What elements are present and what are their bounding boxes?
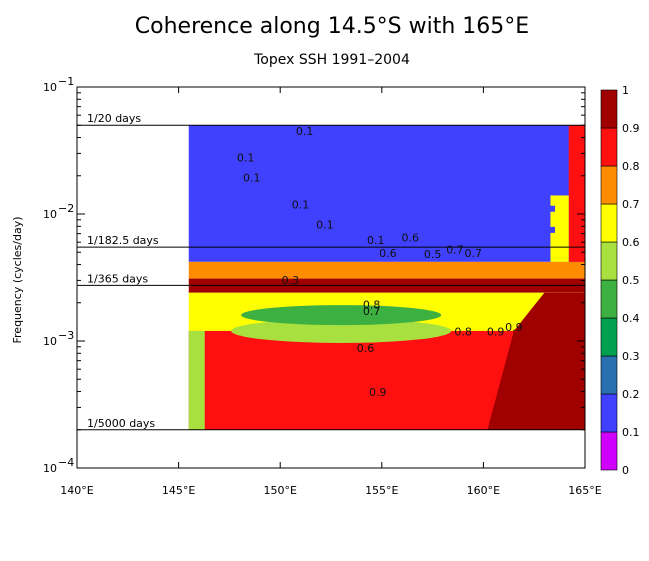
contour-label-9: 0.7 — [464, 247, 482, 260]
field-streak-2 — [198, 205, 555, 212]
period-lines: 1/20 days 1/182.5 days 1/365 days 1/5000 da… — [77, 112, 585, 431]
field-high-wedge — [487, 292, 585, 430]
colorbar-swatch-8 — [600, 127, 618, 167]
contour-label-8: 0.5 — [424, 248, 442, 261]
colorbar-label-5: 0.5 — [622, 274, 640, 287]
contour-label-18: 0.3 — [282, 274, 300, 287]
contour-label-16: 0.6 — [357, 342, 375, 355]
chart-subtitle: Topex SSH 1991–2004 — [253, 52, 410, 68]
contour-label-15: 0.9 — [505, 321, 523, 334]
field-right-edge — [568, 125, 585, 262]
colorbar-swatch-5 — [600, 241, 618, 281]
x-axis-ticks: 140°E 145°E 150°E 155°E 160°E 165°E — [60, 87, 602, 497]
colorbar-swatch-0 — [600, 431, 618, 471]
contour-label-6: 0.7 — [446, 243, 464, 256]
colorbar-label-2: 0.2 — [622, 388, 640, 401]
colorbar-label-4: 0.4 — [622, 312, 640, 325]
y-tick-label-2: 10 — [43, 335, 57, 348]
contour-label-0: 0.1 — [296, 125, 314, 138]
colorbar-label-9: 0.9 — [622, 122, 640, 135]
field-streak-3 — [198, 226, 555, 233]
period-label-2: 1/365 days — [87, 272, 148, 285]
contour-label-13: 0.8 — [454, 326, 472, 339]
field-streak-0 — [198, 146, 555, 153]
colorbar-swatch-6 — [600, 203, 618, 243]
plot-frame — [76, 86, 586, 469]
field-blob-08 — [293, 374, 369, 423]
colorbar-label-6: 0.6 — [622, 236, 640, 249]
x-tick-label-2: 150°E — [263, 484, 296, 497]
colorbar-swatch-9 — [600, 89, 618, 129]
contour-label-3: 0.1 — [292, 199, 310, 212]
contour-labels: 0.10.10.10.10.10.10.70.6 0.5 0.70.60.80.70… — [237, 125, 523, 399]
field-band-05 — [231, 318, 452, 343]
x-tick-label-1: 145°E — [162, 484, 195, 497]
period-label-1: 1/182.5 days — [87, 234, 159, 247]
field-band-04 — [241, 305, 442, 326]
coherence-field — [188, 125, 585, 430]
x-tick-label-5: 165°E — [568, 484, 601, 497]
contour-label-11: 0.8 — [363, 299, 381, 312]
field-right-edge-b — [550, 195, 569, 262]
x-tick-label-4: 160°E — [467, 484, 500, 497]
colorbar-swatch-7 — [600, 165, 618, 205]
field-band-1 — [188, 261, 585, 279]
period-label-3: 1/5000 days — [87, 417, 155, 430]
colorbar-label-0: 0 — [622, 464, 629, 477]
contour-label-1: 0.1 — [237, 151, 255, 164]
y-tick-exponent-0: −1 — [58, 75, 74, 88]
colorbar-label-7: 0.7 — [622, 198, 640, 211]
contour-label-7: 0.6 — [379, 247, 397, 260]
y-tick-label-1: 10 — [43, 208, 57, 221]
field-streak-1 — [198, 172, 555, 179]
colorbar-label-10: 1 — [622, 84, 629, 97]
contour-label-2: 0.1 — [243, 172, 261, 185]
colorbar-label-1: 0.1 — [622, 426, 640, 439]
colorbar-label-3: 0.3 — [622, 350, 640, 363]
y-tick-exponent-2: −3 — [58, 329, 74, 342]
contour-label-5: 0.1 — [367, 234, 385, 247]
y-axis-label: Frequency (cycles/day) — [11, 216, 24, 343]
y-tick-exponent-3: −4 — [58, 456, 74, 469]
y-tick-label-0: 10 — [43, 81, 57, 94]
colorbar-swatch-3 — [600, 317, 618, 357]
y-tick-exponent-1: −2 — [58, 202, 74, 215]
contour-label-4: 0.1 — [316, 218, 334, 231]
colorbar-label-8: 0.8 — [622, 160, 640, 173]
x-tick-label-3: 155°E — [365, 484, 398, 497]
y-tick-label-3: 10 — [43, 462, 57, 475]
contour-label-14: 0.9 — [487, 326, 505, 339]
period-label-0: 1/20 days — [87, 112, 141, 125]
field-left-strip — [188, 330, 205, 430]
x-tick-label-0: 140°E — [60, 484, 93, 497]
colorbar: 0 0.1 0.2 0.3 0.4 0.5 0.6 0.7 0.8 0.9 1 — [600, 84, 640, 477]
contour-label-10: 0.6 — [401, 231, 419, 244]
colorbar-swatch-2 — [600, 355, 618, 395]
contour-label-17: 0.9 — [369, 386, 387, 399]
chart-title: Coherence along 14.5°S with 165°E — [135, 14, 529, 39]
field-blob-08b — [428, 339, 477, 420]
colorbar-swatch-1 — [600, 393, 618, 433]
colorbar-swatch-4 — [600, 279, 618, 319]
y-axis-ticks: 10−110−210−310−4 — [43, 75, 585, 475]
contour-label-12: 0.7 — [363, 305, 381, 318]
